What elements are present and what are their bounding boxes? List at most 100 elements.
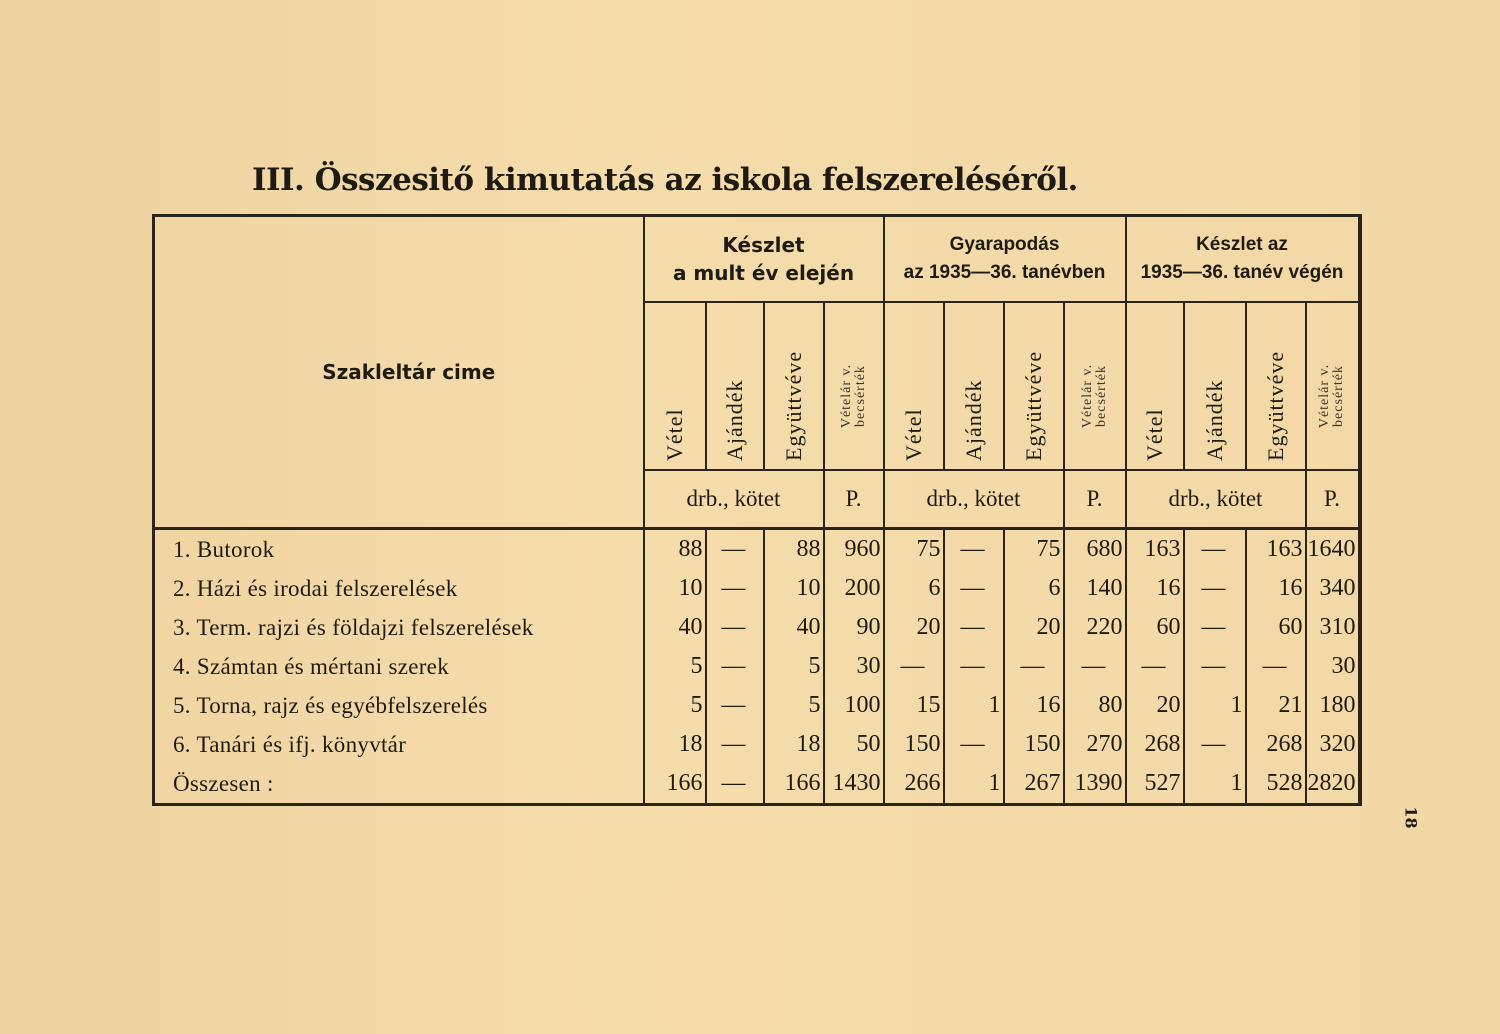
cell-value: — xyxy=(1182,569,1247,608)
cell-value: 10 xyxy=(642,569,707,608)
cell-value: — xyxy=(704,725,765,764)
row-name: 3. Term. rajzi és földajzi felszerelések xyxy=(152,608,645,647)
cell-value: 166 xyxy=(642,764,707,806)
subcolumn-header: Vételár v. becsérték xyxy=(822,301,885,471)
subcolumn-header: Vételár v. becsérték xyxy=(1304,301,1362,471)
page-title: III. Összesitő kimutatás az iskola felsz… xyxy=(0,162,1500,198)
cell-value: 200 xyxy=(822,569,885,608)
cell-value: 6 xyxy=(882,569,945,608)
cell-value: 1 xyxy=(1182,686,1247,725)
cell-value: 1390 xyxy=(1062,764,1127,806)
cell-value: 266 xyxy=(882,764,945,806)
cell-value: 16 xyxy=(1244,569,1307,608)
group-line2: az 1935—36. tanévben xyxy=(903,262,1106,283)
cell-value: — xyxy=(1182,647,1247,686)
cell-value: 270 xyxy=(1062,725,1127,764)
cell-value: — xyxy=(1182,725,1247,764)
cell-value: 1 xyxy=(942,686,1005,725)
subcolumn-header: Vételár v. becsérték xyxy=(1062,301,1127,471)
subcolumn-header: Együttvéve xyxy=(762,301,825,471)
cell-value: 60 xyxy=(1244,608,1307,647)
cell-value: — xyxy=(1124,647,1185,686)
cell-value: 20 xyxy=(1124,686,1185,725)
subcolumn-label: Együttvéve xyxy=(1262,350,1288,461)
cell-value: 16 xyxy=(1002,686,1065,725)
cell-value: 220 xyxy=(1062,608,1127,647)
subcolumn-header: Ajándék xyxy=(1182,301,1247,471)
unit-count: drb., kötet xyxy=(882,469,1065,530)
cell-value: — xyxy=(942,527,1005,569)
table-row: 1. Butorok 88—88 960 75—75 680 163—163 1640 xyxy=(152,527,1362,569)
table-row: 2. Házi és irodai felszerelések 10—10 200 6… xyxy=(152,569,1362,608)
group-line1: Gyarapodás xyxy=(949,234,1060,255)
cell-value: 1640 xyxy=(1304,527,1362,569)
subcolumn-label: Vételár v. becsérték xyxy=(838,363,868,429)
subcolumn-header: Vétel xyxy=(882,301,945,471)
cell-value: 100 xyxy=(822,686,885,725)
cell-value: — xyxy=(704,647,765,686)
cell-value: — xyxy=(704,527,765,569)
cell-value: 5 xyxy=(762,686,825,725)
subcolumn-label: Vétel xyxy=(1141,408,1167,461)
cell-value: 21 xyxy=(1244,686,1307,725)
row-name: Összesen : xyxy=(152,764,645,806)
cell-value: 268 xyxy=(1124,725,1185,764)
table-row: 3. Term. rajzi és földajzi felszerelések… xyxy=(152,608,1362,647)
subcolumn-header: Ajándék xyxy=(704,301,765,471)
subcolumn-label: Vételár v. becsérték xyxy=(1317,363,1346,429)
cell-value: 40 xyxy=(642,608,707,647)
table-row: 4. Számtan és mértani szerek 5—5 30— — — — — — —… xyxy=(152,647,1362,686)
cell-value: 18 xyxy=(762,725,825,764)
unit-price: P. xyxy=(1062,469,1127,530)
subcolumn-label: Ajándék xyxy=(721,379,747,461)
cell-value: — xyxy=(704,764,765,806)
cell-value: 18 xyxy=(642,725,707,764)
cell-value: 5 xyxy=(642,647,707,686)
cell-value: 5 xyxy=(642,686,707,725)
cell-value: 1 xyxy=(1182,764,1247,806)
cell-value: 15 xyxy=(882,686,945,725)
cell-value: — xyxy=(942,647,1005,686)
subcolumn-label: Együttvéve xyxy=(1020,350,1046,461)
cell-value: 150 xyxy=(882,725,945,764)
cell-value: 140 xyxy=(1062,569,1127,608)
cell-value: 50 xyxy=(822,725,885,764)
cell-value: 2820 xyxy=(1304,764,1362,806)
cell-value: 267 xyxy=(1002,764,1065,806)
subcolumn-header: Ajándék xyxy=(942,301,1005,471)
cell-value: 80 xyxy=(1062,686,1127,725)
subcolumn-header: Együttvéve xyxy=(1002,301,1065,471)
row-name: 6. Tanári és ifj. könyvtár xyxy=(152,725,645,764)
cell-value: 90 xyxy=(822,608,885,647)
cell-value: — xyxy=(1244,647,1307,686)
row-name: 2. Házi és irodai felszerelések xyxy=(152,569,645,608)
subcolumn-label: Vétel xyxy=(900,408,926,461)
subcolumn-label: Ajándék xyxy=(1201,379,1227,461)
unit-count: drb., kötet xyxy=(1124,469,1307,530)
cell-value: 680 xyxy=(1062,527,1127,569)
cell-value: 1 xyxy=(942,764,1005,806)
subcolumn-header: Együttvéve xyxy=(1244,301,1307,471)
group-header-growth: Gyarapodás az 1935—36. tanévben xyxy=(882,214,1127,303)
cell-value: 30 xyxy=(822,647,885,686)
title-text: III. Összesitő kimutatás az iskola felsz… xyxy=(252,162,1078,198)
table-row: 6. Tanári és ifj. könyvtár 18—18 50 150—150… xyxy=(152,725,1362,764)
cell-value: 6 xyxy=(1002,569,1065,608)
cell-value: 75 xyxy=(882,527,945,569)
row-name: 4. Számtan és mértani szerek xyxy=(152,647,645,686)
subcolumn-label: Vétel xyxy=(661,408,687,461)
name-column-header: Szakleltár cime xyxy=(152,214,645,530)
cell-value: 88 xyxy=(762,527,825,569)
subcolumn-label: Együttvéve xyxy=(780,350,806,461)
cell-value: 320 xyxy=(1304,725,1362,764)
cell-value: — xyxy=(942,569,1005,608)
cell-value: 1430 xyxy=(822,764,885,806)
cell-value: — xyxy=(704,569,765,608)
cell-value: — xyxy=(704,608,765,647)
group-line1: Készlet az xyxy=(1196,234,1288,255)
cell-value: 30 xyxy=(1304,647,1362,686)
table-row: Összesen :166—166 1430 266 1 267 1390 527 1 528 2… xyxy=(152,764,1362,806)
cell-value: 5 xyxy=(762,647,825,686)
cell-value: 180 xyxy=(1304,686,1362,725)
group-header-end: Készlet az 1935—36. tanév végén xyxy=(1124,214,1362,303)
